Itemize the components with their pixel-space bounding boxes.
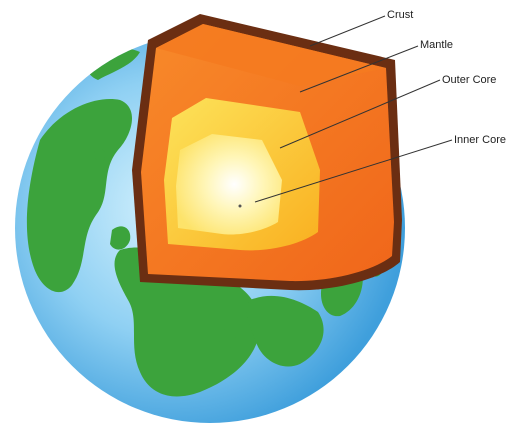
land-island-2 (94, 148, 106, 162)
label-crust: Crust (387, 9, 413, 21)
land-south-small (219, 329, 237, 349)
inner-core-layer (176, 134, 282, 235)
label-outer-core: Outer Core (442, 74, 496, 86)
land-island-1 (110, 226, 131, 250)
land-south-east (246, 295, 324, 367)
inner-core-dot (238, 204, 242, 208)
mantle-top-face (156, 24, 386, 86)
leader-lines (254, 15, 453, 203)
leader-mantle (299, 45, 419, 93)
label-mantle: Mantle (420, 39, 453, 51)
label-inner-core: Inner Core (454, 134, 506, 146)
land-west (26, 99, 133, 293)
leader-outer-core (279, 79, 441, 149)
leader-inner-core (254, 139, 453, 203)
leader-crust (309, 15, 386, 47)
cutaway (132, 14, 402, 291)
